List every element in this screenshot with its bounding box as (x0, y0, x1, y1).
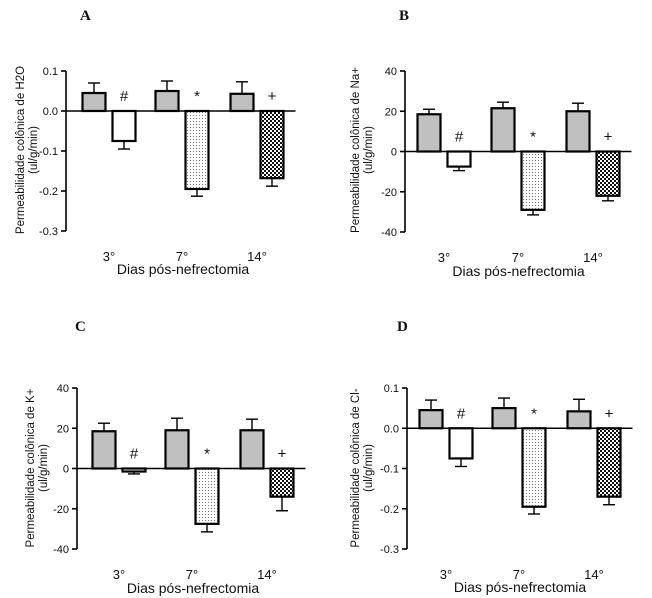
y-tick-label: 0 (391, 147, 397, 159)
bar-nephrectomy-1 (446, 150, 472, 168)
bar-control-3 (565, 110, 591, 153)
significance-mark: * (204, 446, 210, 463)
y-tick-label: -20 (381, 187, 397, 199)
y-tick-label: 20 (57, 423, 69, 435)
y-tick-label: 0.0 (384, 423, 399, 435)
x-category-label: 3° (103, 249, 115, 264)
x-category-label: 14° (583, 250, 603, 265)
x-axis-label: Dias pós-nefrectomia (454, 579, 586, 595)
significance-mark: # (130, 446, 139, 463)
bar-control-2 (491, 407, 517, 430)
panel-letter: A (80, 8, 91, 24)
bar-nephrectomy-2 (184, 109, 210, 191)
x-category-label: 3° (440, 567, 452, 582)
y-axis-label: Permeabilidade colônica de Na+(ul/g/min) (350, 67, 375, 233)
y-tick-label: -0.3 (380, 544, 399, 556)
bar-control-3 (566, 410, 592, 430)
x-category-label: 7° (186, 567, 198, 582)
x-category-label: 7° (176, 249, 188, 264)
y-tick-label: -0.2 (39, 186, 58, 198)
bar-nephrectomy-1 (111, 109, 137, 143)
x-category-label: 3° (438, 250, 450, 265)
panel-letter: D (397, 319, 408, 335)
bar-control-3 (229, 92, 255, 113)
bar-nephrectomy-3 (596, 427, 622, 498)
significance-mark: * (194, 88, 200, 105)
y-tick-label: 0.1 (43, 66, 58, 78)
y-tick-label: 0.0 (43, 106, 58, 118)
bar-control-1 (81, 91, 107, 113)
bar-nephrectomy-1 (121, 467, 147, 473)
x-category-label: 3° (113, 567, 125, 582)
x-axis-label: Dias pós-nefrectomia (117, 261, 249, 277)
y-tick-label: 40 (57, 383, 69, 395)
bar-control-2 (164, 429, 190, 470)
x-category-label: 14° (247, 249, 267, 264)
y-tick-label: -40 (381, 227, 397, 239)
x-axis-label: Dias pós-nefrectomia (452, 263, 584, 279)
y-tick-label: 0.1 (384, 383, 399, 395)
y-tick-label: 40 (385, 66, 397, 78)
panel-letter: B (399, 8, 409, 24)
significance-mark: * (530, 129, 536, 146)
y-tick-label: -40 (53, 544, 69, 556)
y-axis-label: Permeabilidade colônica de Cl-(ul/g/min) (350, 388, 375, 547)
bar-control-1 (418, 409, 444, 430)
panel-c: C 40 20 0 -20 -40 #3° * 7° +14°Dias pós-nefrectom… (25, 319, 306, 596)
significance-mark: + (268, 88, 277, 105)
significance-mark: * (531, 405, 537, 422)
y-axis-label: Permeabilidade colônica de H2O(ul/g/min) (15, 66, 40, 234)
significance-mark: + (278, 446, 287, 463)
bar-control-2 (154, 89, 180, 113)
significance-mark: # (455, 129, 464, 146)
y-tick-label: -0.1 (380, 464, 399, 476)
x-axis-label: Dias pós-nefrectomia (127, 580, 259, 596)
bar-nephrectomy-2 (194, 467, 220, 525)
bar-nephrectomy-2 (520, 150, 546, 211)
bar-nephrectomy-1 (448, 427, 474, 460)
y-tick-label: 20 (385, 106, 397, 118)
y-tick-label: -0.3 (39, 226, 58, 238)
significance-mark: # (457, 405, 466, 422)
y-tick-label: -20 (53, 504, 69, 516)
bar-nephrectomy-3 (269, 467, 295, 498)
bar-control-3 (239, 429, 265, 470)
bar-nephrectomy-2 (521, 427, 547, 508)
y-tick-label: -0.2 (380, 504, 399, 516)
panel-d: D 0.1 0.0 -0.1 -0.2 -0.3 #3° * 7° +14°Dias pós-ne… (350, 319, 633, 595)
panel-letter: C (75, 319, 86, 335)
y-axis-label: Permeabilidade colônica de K+(ul/g/min) (25, 388, 50, 547)
bar-nephrectomy-3 (595, 150, 621, 197)
y-tick-label: -0.1 (39, 146, 58, 158)
y-tick-label: 0 (63, 464, 69, 476)
bar-nephrectomy-3 (259, 109, 285, 180)
panel-b: B 40 20 0 -20 -40 #3° * 7° +14°Dias pós-nefrectom… (350, 8, 632, 279)
bar-control-2 (490, 107, 516, 153)
x-category-label: 14° (257, 567, 277, 582)
x-category-label: 14° (584, 567, 604, 582)
panel-a: A 0.1 0.0 -0.1 -0.2 -0.3 #3° * 7° +14°Dias pós-ne… (15, 8, 296, 277)
x-category-label: 7° (512, 250, 524, 265)
x-category-label: 7° (513, 567, 525, 582)
significance-mark: + (604, 129, 613, 146)
significance-mark: # (120, 88, 129, 105)
bar-control-1 (416, 113, 442, 153)
significance-mark: + (605, 405, 614, 422)
bar-control-1 (91, 430, 117, 470)
